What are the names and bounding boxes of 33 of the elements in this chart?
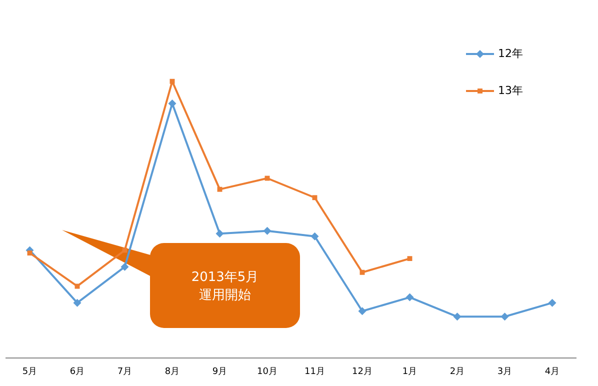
point [168, 100, 176, 108]
point [310, 232, 319, 240]
x-tick-label: 6月 [70, 366, 85, 377]
point [74, 284, 80, 289]
point [216, 230, 224, 238]
point [453, 312, 462, 321]
annotation: 2013年5月運用開始 [190, 268, 260, 304]
x-tick-label: 2月 [450, 366, 465, 377]
point [360, 270, 365, 275]
point [73, 298, 82, 307]
point [170, 78, 175, 84]
x-tick-label: 10月 [257, 366, 278, 377]
legend-label: 13年 [498, 84, 523, 97]
point [217, 186, 222, 192]
point [406, 293, 414, 302]
x-tick-label: 11月 [304, 366, 325, 377]
x-tick-label: 4月 [544, 366, 560, 377]
x-tick-label: 8月 [164, 366, 180, 377]
point [407, 256, 412, 262]
x-tick-label: 1月 [402, 366, 418, 377]
point [27, 250, 32, 256]
point [358, 307, 366, 316]
x-tick-label: 5月 [22, 366, 38, 377]
point [500, 312, 509, 321]
x-tick-label: 9月 [212, 366, 228, 377]
point [263, 226, 272, 235]
legend-label: 12年 [498, 46, 523, 60]
x-tick-label: 12月 [352, 366, 372, 377]
x-tick-label: 3月 [497, 366, 512, 377]
x-tick-label: 7月 [117, 366, 132, 377]
point [120, 262, 129, 271]
point [548, 298, 556, 307]
point [312, 195, 318, 200]
